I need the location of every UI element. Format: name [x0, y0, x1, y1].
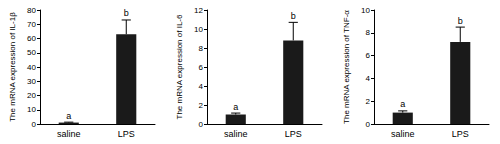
svg-text:a: a	[233, 102, 238, 112]
svg-text:The mRNA expression of IL-1β: The mRNA expression of IL-1β	[8, 12, 17, 122]
svg-text:6: 6	[199, 63, 204, 72]
svg-text:30: 30	[27, 77, 36, 86]
svg-text:The mRNA expression of TNF-α: The mRNA expression of TNF-α	[342, 10, 351, 124]
svg-text:60: 60	[27, 34, 36, 43]
svg-text:saline: saline	[391, 129, 415, 139]
svg-text:0: 0	[199, 120, 204, 129]
svg-text:2: 2	[366, 97, 371, 106]
svg-text:b: b	[458, 16, 463, 26]
svg-text:10: 10	[194, 25, 203, 34]
svg-text:70: 70	[27, 20, 36, 29]
svg-text:b: b	[291, 11, 296, 21]
svg-text:a: a	[400, 99, 405, 109]
svg-text:10: 10	[361, 6, 370, 15]
svg-text:The mRNA expression of IL-6: The mRNA expression of IL-6	[175, 14, 184, 119]
svg-text:a: a	[66, 111, 71, 121]
svg-text:12: 12	[194, 6, 203, 15]
svg-text:40: 40	[27, 63, 36, 72]
svg-text:saline: saline	[224, 129, 248, 139]
svg-text:20: 20	[27, 91, 36, 100]
svg-text:8: 8	[199, 44, 204, 53]
svg-text:50: 50	[27, 48, 36, 57]
svg-text:6: 6	[366, 51, 371, 60]
svg-text:LPS: LPS	[118, 129, 135, 139]
svg-text:8: 8	[366, 28, 371, 37]
svg-text:80: 80	[27, 6, 36, 15]
svg-text:0: 0	[366, 120, 371, 129]
svg-text:saline: saline	[57, 129, 81, 139]
svg-text:LPS: LPS	[452, 129, 469, 139]
svg-text:LPS: LPS	[285, 129, 302, 139]
svg-text:0: 0	[32, 120, 37, 129]
svg-text:10: 10	[27, 105, 36, 114]
svg-text:4: 4	[366, 74, 371, 83]
svg-text:4: 4	[199, 82, 204, 91]
svg-text:2: 2	[199, 101, 204, 110]
svg-text:b: b	[124, 8, 129, 18]
